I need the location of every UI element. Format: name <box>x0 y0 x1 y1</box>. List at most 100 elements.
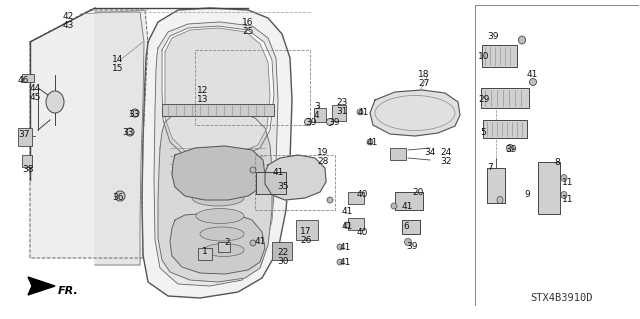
Polygon shape <box>370 90 460 136</box>
Text: 41: 41 <box>358 108 369 117</box>
Text: 41: 41 <box>273 168 284 177</box>
Polygon shape <box>172 146 265 200</box>
Ellipse shape <box>46 91 64 113</box>
Ellipse shape <box>126 128 134 136</box>
Ellipse shape <box>337 259 343 265</box>
Text: 20: 20 <box>412 188 424 197</box>
Bar <box>348 192 364 204</box>
Bar <box>218 242 230 252</box>
Polygon shape <box>170 213 265 274</box>
Ellipse shape <box>391 203 397 209</box>
Bar <box>402 220 420 234</box>
Polygon shape <box>142 8 292 298</box>
Text: 34: 34 <box>424 148 435 157</box>
Text: 8: 8 <box>554 158 560 167</box>
Ellipse shape <box>131 109 139 117</box>
Text: 11: 11 <box>562 195 573 204</box>
Polygon shape <box>154 22 278 286</box>
Text: 23
31: 23 31 <box>336 98 348 116</box>
Text: 33: 33 <box>122 128 134 137</box>
Text: 11: 11 <box>562 178 573 187</box>
Text: 41: 41 <box>340 243 351 252</box>
Text: 41: 41 <box>342 222 353 231</box>
Bar <box>481 88 529 108</box>
Text: 40: 40 <box>357 228 369 237</box>
Text: 33: 33 <box>128 110 140 119</box>
Bar <box>332 105 346 121</box>
Polygon shape <box>28 277 55 295</box>
Text: 40: 40 <box>357 190 369 199</box>
Text: 44
45: 44 45 <box>30 84 42 102</box>
Text: STX4B3910D: STX4B3910D <box>530 293 593 303</box>
Bar <box>487 168 505 203</box>
Bar <box>256 172 286 194</box>
Text: 5: 5 <box>480 128 486 137</box>
Ellipse shape <box>115 191 125 201</box>
Bar <box>195 50 310 125</box>
Ellipse shape <box>326 118 333 125</box>
Bar <box>390 148 406 160</box>
Polygon shape <box>95 12 144 265</box>
Text: 18
27: 18 27 <box>418 70 429 88</box>
Bar <box>348 218 364 230</box>
Polygon shape <box>165 28 270 156</box>
Bar <box>22 74 34 82</box>
Ellipse shape <box>192 190 244 206</box>
Text: FR.: FR. <box>58 286 79 296</box>
Ellipse shape <box>561 191 567 198</box>
Polygon shape <box>265 155 326 200</box>
Text: 41: 41 <box>342 207 353 216</box>
Text: 39: 39 <box>305 118 317 127</box>
Ellipse shape <box>250 167 256 173</box>
Bar <box>395 192 423 210</box>
Bar <box>314 108 326 122</box>
Ellipse shape <box>344 222 350 228</box>
Text: 36: 36 <box>112 193 124 202</box>
Ellipse shape <box>327 197 333 203</box>
Text: 42
43: 42 43 <box>62 12 74 30</box>
Polygon shape <box>30 10 148 258</box>
Text: 10: 10 <box>478 52 490 61</box>
Bar <box>482 45 517 67</box>
Text: 41: 41 <box>402 202 413 211</box>
Text: 19
28: 19 28 <box>317 148 328 166</box>
Text: 7: 7 <box>487 163 493 172</box>
Text: 24
32: 24 32 <box>440 148 451 166</box>
Ellipse shape <box>337 244 343 250</box>
Bar <box>22 155 32 167</box>
Bar <box>538 162 560 214</box>
Text: 14
15: 14 15 <box>112 55 124 73</box>
Bar <box>162 104 274 116</box>
Text: 46: 46 <box>18 76 29 85</box>
Text: 29: 29 <box>478 95 490 104</box>
Text: 41: 41 <box>367 138 378 147</box>
Polygon shape <box>158 112 272 282</box>
Ellipse shape <box>188 169 243 187</box>
Text: 39: 39 <box>505 145 516 154</box>
Text: 16
25: 16 25 <box>243 18 253 36</box>
Text: 12
13: 12 13 <box>197 86 209 104</box>
Bar <box>18 128 32 146</box>
Bar <box>272 242 292 260</box>
Text: 39: 39 <box>328 118 339 127</box>
Bar <box>198 248 212 260</box>
Text: 41: 41 <box>255 237 266 246</box>
Polygon shape <box>162 26 274 160</box>
Text: 41: 41 <box>340 258 351 267</box>
Ellipse shape <box>561 174 567 182</box>
Ellipse shape <box>305 118 312 125</box>
Text: 39: 39 <box>487 32 499 41</box>
Text: 2: 2 <box>224 238 230 247</box>
Ellipse shape <box>367 139 373 145</box>
Text: 1: 1 <box>202 247 208 256</box>
Bar <box>296 220 318 240</box>
Ellipse shape <box>404 239 412 246</box>
Text: 3
4: 3 4 <box>314 102 320 120</box>
Ellipse shape <box>518 36 525 44</box>
Text: 41: 41 <box>527 70 538 79</box>
Ellipse shape <box>250 240 256 246</box>
Ellipse shape <box>497 197 503 204</box>
Text: 22
30: 22 30 <box>277 248 289 266</box>
Ellipse shape <box>200 227 244 241</box>
Text: 9: 9 <box>524 190 530 199</box>
